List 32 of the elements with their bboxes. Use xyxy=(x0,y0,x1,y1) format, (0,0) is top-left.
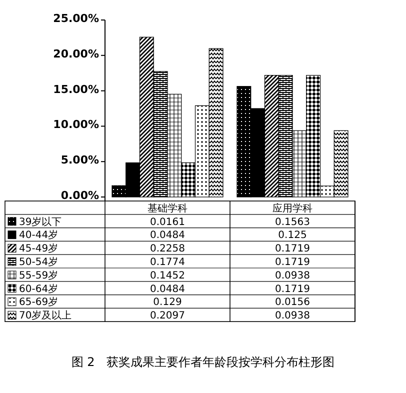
x-tick-label: 基础学科 xyxy=(148,202,188,214)
data-label: 0.0938 xyxy=(275,310,310,322)
data-label: 0.0938 xyxy=(275,270,310,282)
y-tick-label: 15.00% xyxy=(53,82,99,96)
data-label: 0.1774 xyxy=(150,257,185,268)
data-label: 0.0161 xyxy=(150,216,185,228)
data-label: 0.1719 xyxy=(275,244,310,255)
data-label: 0.125 xyxy=(278,230,307,242)
data-label: 0.2097 xyxy=(150,310,185,322)
legend-label: 40-44岁 xyxy=(19,229,58,242)
y-tick-label: 20.00% xyxy=(53,47,99,60)
data-label: 0.1719 xyxy=(275,257,310,268)
legend-label: 55-59岁 xyxy=(19,269,58,282)
data-label: 0.129 xyxy=(153,297,182,308)
legend-label: 60-64岁 xyxy=(19,282,58,295)
data-label: 0.0484 xyxy=(150,284,185,295)
x-tick-label: 应用学科 xyxy=(272,202,312,214)
y-tick-label: 10.00% xyxy=(53,118,99,132)
legend-label: 39岁以下 xyxy=(19,216,62,228)
data-label: 0.0156 xyxy=(275,297,310,308)
data-label: 0.1719 xyxy=(275,284,310,295)
data-label: 0.1452 xyxy=(150,270,185,282)
text: 图 2 获奖成果主要作者年龄段按学科分布柱形图 xyxy=(71,355,335,369)
data-label: 0.2258 xyxy=(150,244,185,255)
legend-label: 65-69岁 xyxy=(19,296,58,308)
legend-label: 45-49岁 xyxy=(19,242,58,255)
y-tick-label: 25.00% xyxy=(53,12,99,25)
legend-label: 70岁及以上 xyxy=(19,310,72,322)
y-tick-label: 5.00% xyxy=(60,154,99,167)
legend-label: 50-54岁 xyxy=(19,256,58,268)
data-label: 0.0484 xyxy=(150,230,185,242)
data-label: 0.1563 xyxy=(275,216,310,228)
